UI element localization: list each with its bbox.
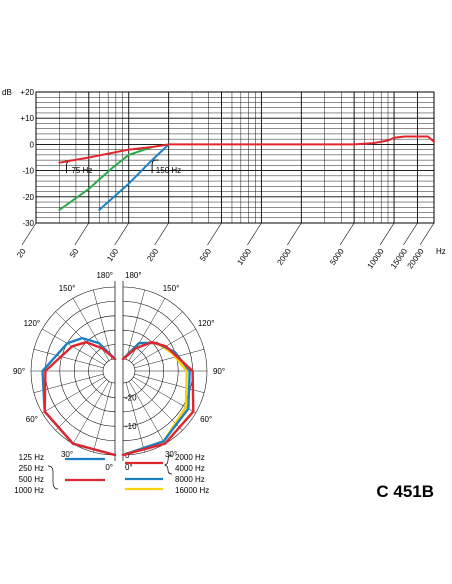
- polar-spoke: [93, 289, 113, 360]
- x-tick-label: 5000: [328, 247, 346, 267]
- polar-spoke: [125, 382, 145, 453]
- x-tick-slant: [379, 222, 395, 246]
- polar-ring: [102, 358, 116, 384]
- polar-spoke: [131, 379, 183, 431]
- response-curve-blue: [98, 143, 170, 211]
- legend-brace-right: [163, 454, 173, 475]
- angle-label-right: 180°: [125, 271, 142, 280]
- angle-label-right: 60°: [200, 415, 212, 424]
- annotation-150hz: 150 Hz: [156, 166, 181, 175]
- y-tick-label: -10: [22, 167, 34, 176]
- frequency-legend: 125 Hz 250 Hz 500 Hz 1000 Hz 2000 Hz 400…: [14, 453, 209, 495]
- x-tick-label: 2000: [275, 247, 293, 267]
- annotation-75hz: 75 Hz: [71, 166, 92, 175]
- legend-label-8000: 8000 Hz: [175, 475, 205, 484]
- angle-label-left: 120°: [24, 319, 41, 328]
- angle-label-right: 90°: [213, 367, 225, 376]
- radial-label: -10: [125, 422, 137, 431]
- polar-curve-high-red: [121, 341, 195, 457]
- y-tick-label: 0: [30, 140, 35, 149]
- x-tick-label: 10000: [366, 247, 386, 271]
- angle-label-left: 90°: [13, 367, 25, 376]
- legend-label-16000: 16000 Hz: [175, 486, 209, 495]
- x-tick-label: 500: [198, 247, 213, 264]
- legend-label-125: 125 Hz: [19, 453, 44, 462]
- y-tick-label: +20: [20, 88, 34, 97]
- x-tick-label: 20000: [406, 247, 426, 271]
- polar-spoke: [93, 382, 113, 453]
- angle-label-left: 180°: [96, 271, 113, 280]
- polar-pattern-chart: 180° 180° 150° 150° 120° 120° 90° 90° 60° 60° 30° 3…: [13, 271, 225, 472]
- x-tick-label: 20: [15, 247, 28, 260]
- legend-brace-left: [47, 465, 59, 490]
- x-tick-slant: [21, 222, 37, 246]
- x-tick-slant: [247, 222, 262, 246]
- legend-label-2000: 2000 Hz: [175, 453, 205, 462]
- legend-label-4000: 4000 Hz: [175, 464, 205, 473]
- legend-label-250: 250 Hz: [19, 464, 44, 473]
- y-tick-label: -30: [22, 219, 34, 228]
- angle-label-left: 0°: [105, 463, 113, 472]
- model-label: C 451B: [376, 482, 434, 501]
- x-tick-slant: [339, 222, 355, 246]
- polar-spoke: [33, 349, 104, 369]
- polar-spoke: [131, 311, 183, 363]
- radial-label: -20: [125, 393, 137, 402]
- polar-spoke: [72, 381, 110, 444]
- polar-curve-low-blue: [41, 336, 117, 457]
- x-tick-label: 1000: [235, 247, 253, 267]
- angle-label-right: 30°: [165, 450, 177, 459]
- polar-ring: [122, 358, 136, 384]
- x-tick-slant: [154, 222, 169, 246]
- x-tick-slant: [287, 222, 302, 246]
- x-tick-label: 200: [145, 247, 160, 264]
- y-tick-label: +10: [20, 114, 34, 123]
- polar-spoke: [125, 289, 145, 360]
- angle-label-left: 30°: [61, 450, 73, 459]
- plot-frame: [35, 91, 435, 224]
- x-tick-slant: [419, 222, 435, 246]
- angle-label-left: 60°: [26, 415, 38, 424]
- angle-label-right: 0°: [125, 463, 133, 472]
- radial-label: 0: [125, 451, 130, 460]
- x-tick-slant: [403, 222, 418, 246]
- polar-spoke: [42, 376, 105, 414]
- angle-label-right: 120°: [198, 319, 215, 328]
- x-axis-label: Hz: [436, 247, 446, 256]
- x-tick-label: 50: [68, 247, 81, 260]
- polar-spoke: [128, 381, 166, 444]
- x-tick-label: 100: [105, 247, 120, 264]
- x-tick-slant: [207, 222, 222, 246]
- y-tick-label: -20: [22, 193, 34, 202]
- x-tick-slant: [74, 222, 90, 246]
- response-curve-red: [58, 135, 435, 164]
- polar-spoke: [134, 349, 205, 369]
- polar-spoke: [55, 379, 107, 431]
- polar-curve-mid-red: [43, 341, 117, 457]
- polar-spoke: [55, 311, 107, 363]
- x-tick-slant: [114, 222, 129, 246]
- frequency-response-chart: +20 +10 0 -10 -20 -30 dB Hz 20 50 100 200 500 1000 200…: [2, 88, 446, 270]
- legend-label-500: 500 Hz: [19, 475, 44, 484]
- angle-label-right: 150°: [163, 284, 180, 293]
- y-axis-label: dB: [2, 88, 12, 97]
- legend-label-1000: 1000 Hz: [14, 486, 44, 495]
- angle-label-left: 150°: [59, 284, 76, 293]
- response-curve-green: [58, 146, 154, 211]
- filter-150hz-symbol: [151, 159, 159, 174]
